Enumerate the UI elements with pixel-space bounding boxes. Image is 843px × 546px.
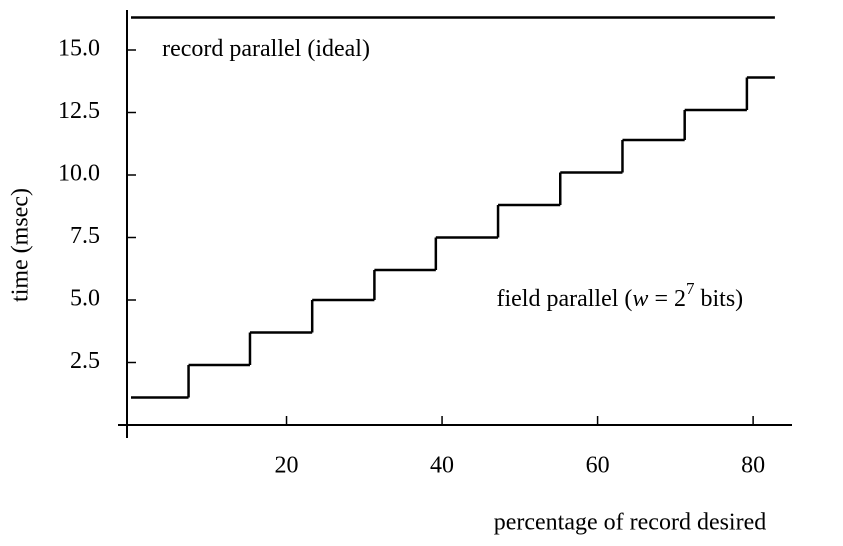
y-tick-label: 10.0	[58, 161, 100, 187]
y-tick-label: 2.5	[70, 348, 100, 374]
y-tick-label: 7.5	[70, 223, 100, 249]
annotation-part: = 2	[648, 286, 686, 312]
annotation: record parallel (ideal)	[162, 36, 370, 62]
annotation-part: field parallel (	[496, 286, 632, 312]
x-tick-label: 40	[430, 453, 454, 479]
y-tick-label: 5.0	[70, 286, 100, 312]
x-axis-label: percentage of record desired	[494, 510, 767, 536]
annotation-part: bits)	[694, 286, 743, 312]
annotation: field parallel (w = 27 bits)	[496, 279, 743, 311]
x-tick-label: 60	[586, 453, 610, 479]
annotation-part: 7	[686, 279, 695, 298]
x-tick-label: 80	[741, 453, 765, 479]
y-tick-label: 12.5	[58, 98, 100, 124]
annotation-part: record parallel (ideal)	[162, 36, 370, 62]
x-tick-label: 20	[275, 453, 299, 479]
y-tick-label: 15.0	[58, 36, 100, 62]
y-axis-label: time (msec)	[8, 188, 34, 302]
annotation-part: w	[632, 286, 648, 312]
